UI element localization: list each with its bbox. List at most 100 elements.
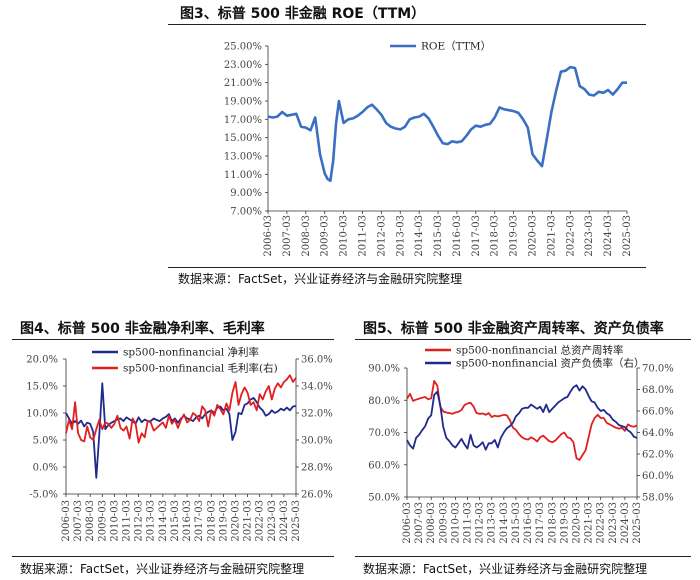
fig3-x-tick-label: 2019-03 (509, 215, 520, 257)
fig4-x-tick-label: 2010-03 (109, 500, 120, 542)
fig4-x-tick-label: 2009-03 (97, 500, 108, 542)
fig3-x-tick-label: 2009-03 (320, 215, 331, 257)
fig3-y-tick-label: 21.00% (224, 78, 262, 89)
fig5-x-tick-label: 2012-03 (475, 502, 486, 544)
fig4-y-tick-label: 0.0% (33, 463, 58, 474)
fig4-x-tick-label: 2019-03 (218, 500, 229, 542)
fig3-x-tick-label: 2006-03 (263, 215, 274, 257)
fig5-y-right-tick-label: 58.0% (642, 493, 674, 504)
fig4-source-rule (12, 556, 334, 557)
fig4-y-right-tick-label: 32.0% (301, 409, 333, 420)
fig5-y-tick-label: 60.0% (368, 460, 400, 471)
fig5-legend-label-1: sp500-nonfinancial 资产负债率（右） (456, 357, 645, 370)
fig3-y-tick-label: 19.00% (224, 97, 262, 108)
fig5-x-tick-label: 2022-03 (596, 502, 607, 544)
fig5-y-tick-label: 70.0% (368, 428, 400, 439)
fig3-x-tick-label: 2020-03 (528, 215, 539, 257)
fig5-x-tick-label: 2015-03 (511, 502, 522, 544)
fig3-x-tick-label: 2015-03 (433, 215, 444, 257)
fig4-x-tick-label: 2018-03 (206, 500, 217, 542)
fig4-x-tick-label: 2011-03 (122, 500, 133, 542)
fig5-x-tick-label: 2008-03 (426, 502, 437, 544)
fig3-x-tick-label: 2018-03 (490, 215, 501, 257)
fig3-y-tick-label: 9.00% (230, 188, 262, 199)
fig5-y-tick-label: 90.0% (368, 364, 400, 375)
fig3-x-tick-label: 2025-03 (622, 215, 633, 257)
fig4-x-tick-label: 2006-03 (61, 500, 72, 542)
fig5-source-rule (355, 556, 691, 557)
fig4-x-tick-label: 2021-03 (243, 500, 254, 542)
fig5-x-tick-label: 2023-03 (608, 502, 619, 544)
fig4-x-tick-label: 2015-03 (170, 500, 181, 542)
fig4-y-tick-label: -5.0% (29, 490, 58, 501)
fig3-y-tick-label: 23.00% (224, 60, 262, 71)
fig5-title-rule (355, 339, 691, 340)
fig5-x-tick-label: 2024-03 (620, 502, 631, 544)
fig3-x-tick-label: 2013-03 (395, 215, 406, 257)
fig5-x-tick-label: 2006-03 (402, 502, 413, 544)
fig3-x-tick-label: 2008-03 (301, 215, 312, 257)
fig3-y-tick-label: 15.00% (224, 133, 262, 144)
fig5-chart: 50.0% 60.0% 70.0% 80.0% 90.0% 58.0% 60.0% 62.0%… (368, 344, 674, 544)
fig3-source-rule (168, 267, 646, 268)
fig4-title-rule (12, 339, 334, 340)
fig5-x-tick-label: 2018-03 (547, 502, 558, 544)
fig4-legend-label-0: sp500-nonfinancial 净利率 (123, 346, 259, 359)
fig3-x-tick-label: 2010-03 (339, 215, 350, 257)
fig3-x-tick-label: 2016-03 (452, 215, 463, 257)
fig5-x-tick-label: 2017-03 (535, 502, 546, 544)
fig4-x-tick-label: 2022-03 (255, 500, 266, 542)
fig5-series-line-1 (406, 384, 638, 451)
fig4-x-tick-label: 2013-03 (146, 500, 157, 542)
fig4-y-right-tick-label: 28.0% (301, 463, 333, 474)
fig4-y-tick-label: 5.0% (33, 436, 58, 447)
fig5-y-right-tick-label: 66.0% (642, 407, 674, 418)
fig3-y-tick-label: 11.00% (224, 170, 262, 181)
fig3-y-tick-label: 7.00% (230, 207, 262, 218)
fig4-x-tick-label: 2014-03 (158, 500, 169, 542)
fig4-x-tick-label: 2007-03 (73, 500, 84, 542)
fig3-x-tick-label: 2012-03 (376, 215, 387, 257)
fig3-x-tick-label: 2017-03 (471, 215, 482, 257)
fig5-x-tick-label: 2016-03 (523, 502, 534, 544)
fig4-x-tick-label: 2012-03 (134, 500, 145, 542)
fig3-series-line-0 (267, 65, 627, 183)
fig3-y-tick-label: 25.00% (224, 42, 262, 53)
fig4-x-tick-label: 2024-03 (279, 500, 290, 542)
fig3-y-tick-label: 13.00% (224, 152, 262, 163)
fig5-y-right-tick-label: 68.0% (642, 385, 674, 396)
fig5-y-right-tick-label: 60.0% (642, 471, 674, 482)
fig4-x-tick-label: 2008-03 (85, 500, 96, 542)
fig5-x-tick-label: 2011-03 (463, 502, 474, 544)
fig5-x-tick-label: 2025-03 (632, 502, 643, 544)
fig5-series-line-0 (406, 379, 638, 461)
fig5-y-tick-label: 50.0% (368, 493, 400, 504)
fig3-x-tick-label: 2011-03 (357, 215, 368, 257)
fig4-x-tick-label: 2023-03 (267, 500, 278, 542)
fig3-title: 图3、标普 500 非金融 ROE（TTM） (180, 6, 426, 22)
fig4-y-right-tick-label: 34.0% (301, 382, 333, 393)
fig5-x-tick-label: 2010-03 (450, 502, 461, 544)
fig5-source: 数据来源：FactSet，兴业证券经济与金融研究院整理 (363, 562, 648, 576)
fig3-y-tick-label: 17.00% (224, 115, 262, 126)
fig5-y-tick-label: 80.0% (368, 396, 400, 407)
fig3-chart: 7.00% 9.00% 11.00% 13.00% 15.00% 17.00% 19.00%… (224, 41, 633, 257)
fig3-x-tick-label: 2007-03 (282, 215, 293, 257)
fig5-x-tick-label: 2014-03 (499, 502, 510, 544)
fig4-x-tick-label: 2017-03 (194, 500, 205, 542)
fig3-source: 数据来源：FactSet，兴业证券经济与金融研究院整理 (178, 272, 463, 286)
fig4-y-tick-label: 10.0% (26, 409, 58, 420)
fig5-x-tick-label: 2007-03 (414, 502, 425, 544)
fig3-x-tick-label: 2022-03 (565, 215, 576, 257)
fig5-x-tick-label: 2020-03 (571, 502, 582, 544)
fig5-y-right-tick-label: 62.0% (642, 450, 674, 461)
fig4-y-right-tick-label: 30.0% (301, 436, 333, 447)
fig4-source: 数据来源：FactSet，兴业证券经济与金融研究院整理 (20, 562, 305, 576)
fig5-y-right-tick-label: 70.0% (642, 364, 674, 375)
fig4-y-right-tick-label: 26.0% (301, 490, 333, 501)
fig3-x-tick-label: 2014-03 (414, 215, 425, 257)
fig3-legend-label-0: ROE（TTM） (421, 41, 491, 53)
fig3-title-rule (168, 24, 646, 25)
fig4-y-right-tick-label: 36.0% (301, 355, 333, 366)
fig3-x-tick-label: 2023-03 (584, 215, 595, 257)
